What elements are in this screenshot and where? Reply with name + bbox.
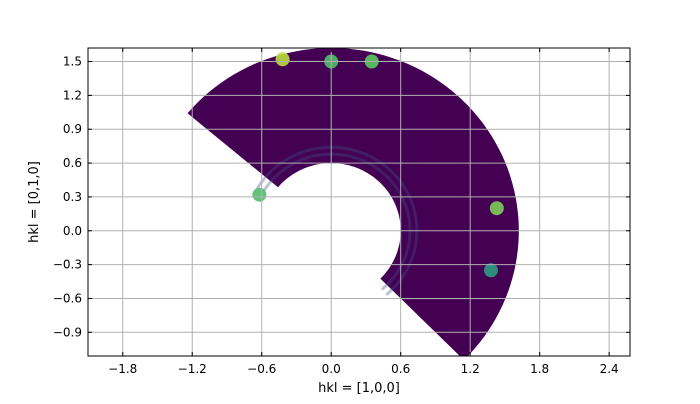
x-tick-label-4: 0.0 [322, 362, 341, 376]
hotspot-4 [275, 52, 290, 67]
inner-ring-1 [261, 152, 412, 291]
x-tick-label-5: 0.6 [391, 362, 410, 376]
y-axis-label: hkl = [0,1,0] [27, 161, 42, 243]
plot-frame [87, 47, 631, 357]
hotspot-2 [484, 263, 498, 278]
y-tick-label-8: −0.6 [53, 291, 82, 305]
y-axis: 1.5 1.2 0.9 0.6 0.3 0.0 −0.3 −0.6 −0.9 [53, 55, 630, 339]
x-tick-label-2: −1.2 [178, 362, 207, 376]
y-tick-label-9: −0.9 [53, 325, 82, 339]
x-axis-label: hkl = [1,0,0] [318, 381, 400, 396]
y-tick-label-4: 0.6 [63, 156, 82, 170]
y-tick-label-5: 0.3 [63, 190, 82, 204]
y-tick-label-6: 0.0 [63, 224, 82, 238]
hotspot-6 [252, 187, 267, 202]
x-tick-label-3: −0.6 [247, 362, 276, 376]
x-tick-label-8: 2.4 [600, 362, 619, 376]
inner-ring-2 [255, 145, 419, 296]
x-tick-label-1: −1.8 [108, 362, 137, 376]
x-tick-label-6: 1.2 [461, 362, 480, 376]
y-tick-label-7: −0.3 [53, 258, 82, 272]
y-tick-label-3: 0.9 [63, 122, 82, 136]
heatmap-coverage [187, 48, 519, 356]
y-tick-label-2: 1.2 [63, 88, 82, 102]
x-axis: −1.8 −1.2 −0.6 0.0 0.6 1.2 1.8 2.4 [108, 48, 619, 376]
y-tick-label-1: 1.5 [63, 55, 82, 69]
grid [88, 48, 630, 356]
hotspot-1 [489, 201, 504, 216]
plot-area [187, 48, 519, 356]
x-tick-label-7: 1.8 [530, 362, 549, 376]
